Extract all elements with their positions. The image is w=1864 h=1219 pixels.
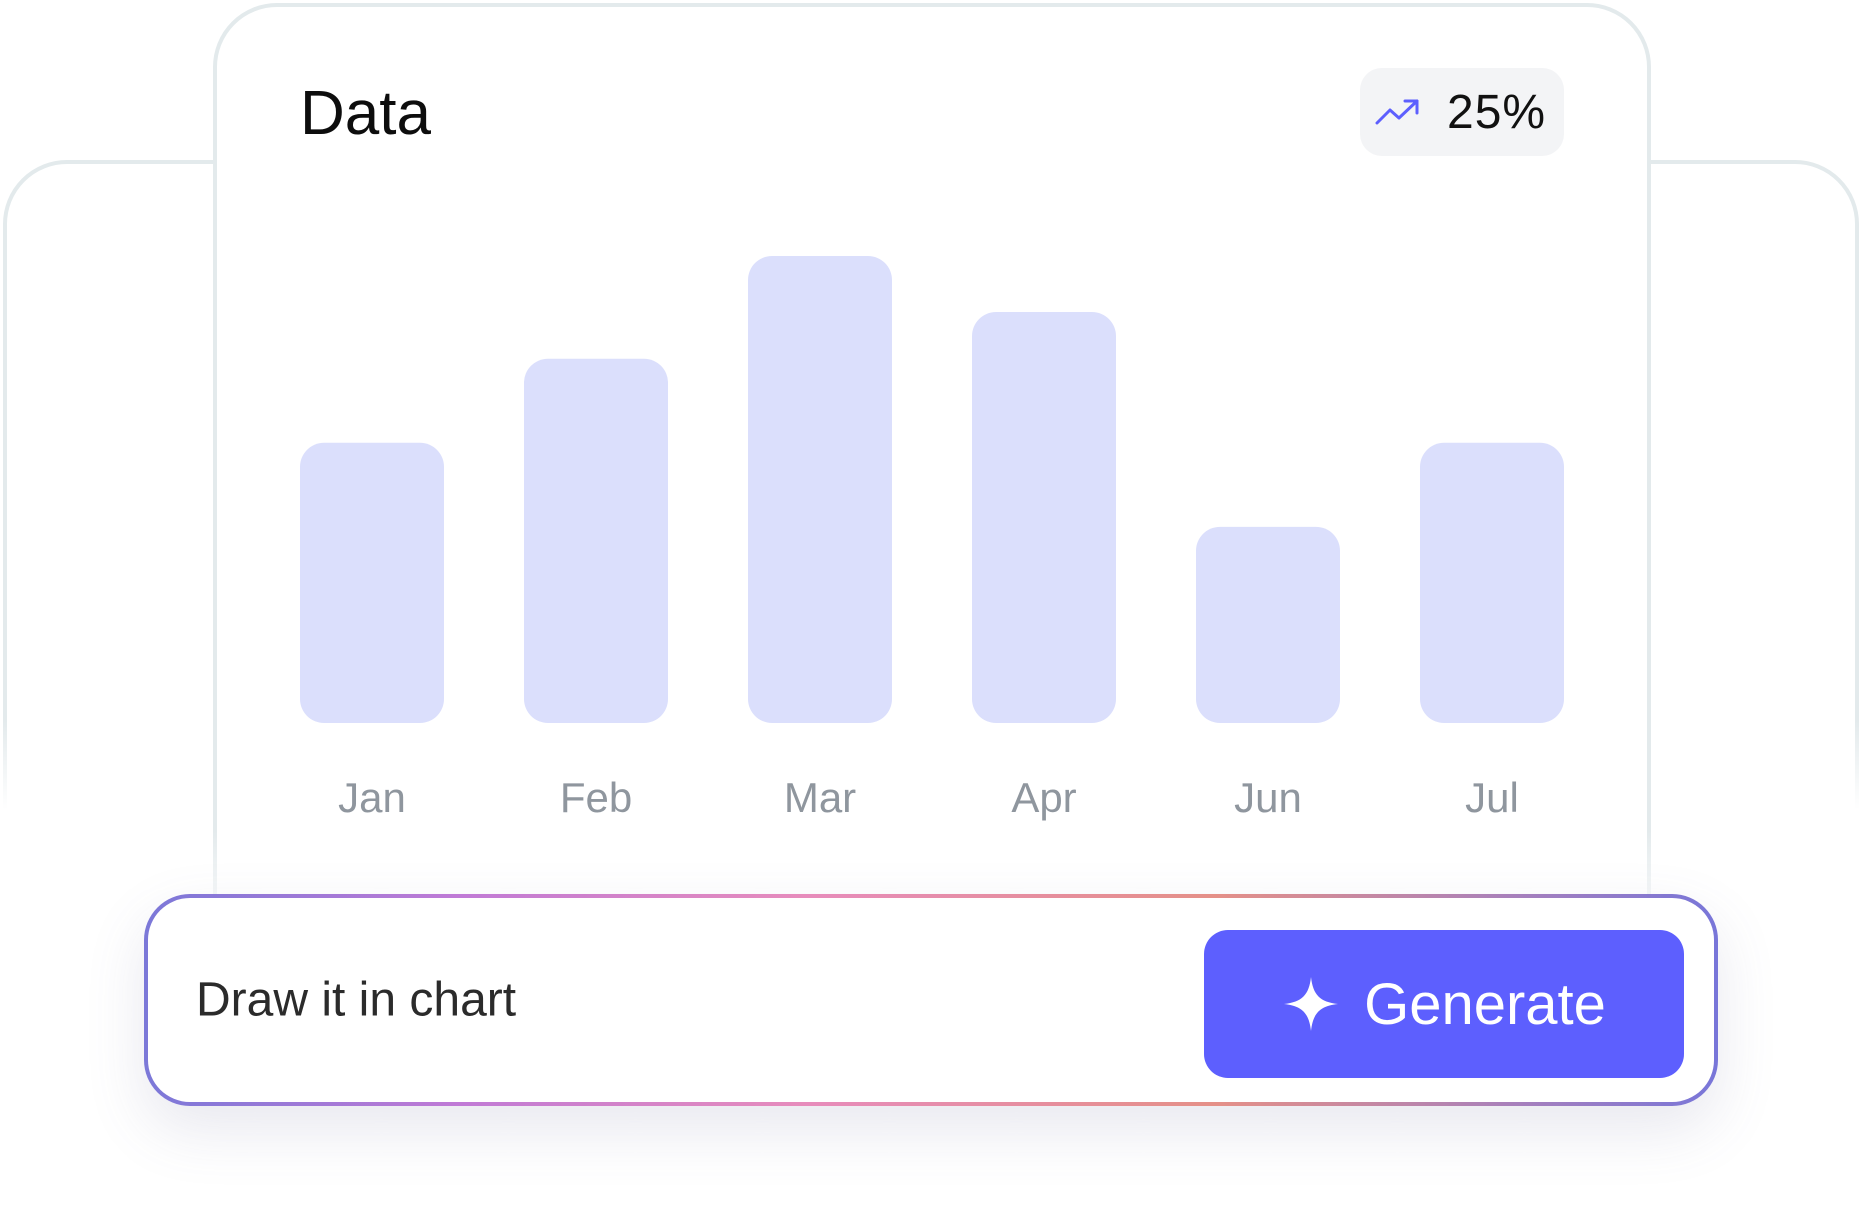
card-title: Data bbox=[300, 79, 431, 148]
tick-label-mar: Mar bbox=[784, 774, 856, 821]
bar-feb bbox=[524, 358, 668, 723]
generate-button[interactable]: Generate bbox=[1204, 930, 1684, 1078]
generate-label: Generate bbox=[1364, 971, 1606, 1037]
prompt-input[interactable] bbox=[196, 972, 1096, 1028]
bar-jul bbox=[1420, 442, 1564, 723]
growth-value: 25% bbox=[1447, 85, 1547, 139]
tick-label-jun: Jun bbox=[1234, 774, 1302, 821]
sparkle-icon bbox=[1284, 977, 1339, 1031]
trend-up-icon bbox=[1375, 99, 1419, 125]
tick-label-jan: Jan bbox=[338, 774, 406, 821]
bar-jun bbox=[1196, 526, 1340, 723]
tick-label-apr: Apr bbox=[1011, 774, 1076, 821]
prompt-inner: Generate bbox=[148, 898, 1714, 1102]
bar-jan bbox=[300, 442, 444, 723]
bar-apr bbox=[972, 312, 1116, 723]
growth-badge: 25% bbox=[1360, 68, 1564, 156]
tick-label-jul: Jul bbox=[1465, 774, 1519, 821]
bar-mar bbox=[748, 256, 892, 723]
tick-label-feb: Feb bbox=[560, 774, 632, 821]
prompt-bar: Generate bbox=[144, 894, 1718, 1106]
